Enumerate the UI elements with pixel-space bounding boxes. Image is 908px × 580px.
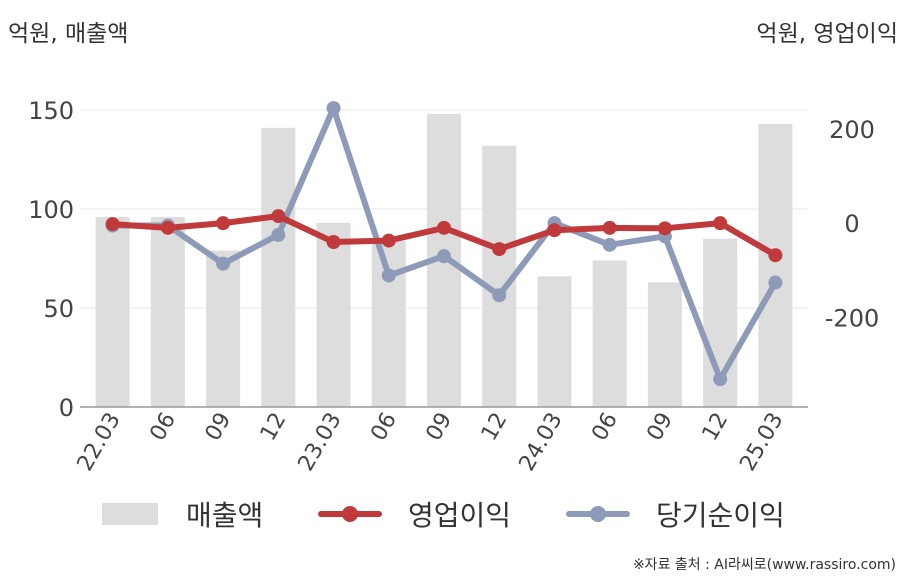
operating-income-point [657,221,672,236]
net-income-point [768,275,783,290]
legend-label-operating: 영업이익 [408,499,512,532]
net-income-point [271,227,286,242]
y-left-tick-label: 0 [59,394,74,422]
revenue-bar [758,123,793,408]
operating-income-point [437,220,451,235]
revenue-bar [537,276,572,407]
x-tick-label: 25.03 [735,409,788,476]
y-right-tick-label: 200 [829,116,875,144]
revenue-bar [371,240,406,407]
operating-income-point [326,235,341,249]
x-tick-label: 12 [698,409,734,446]
net-income-point [437,249,451,264]
revenue-bar [647,282,682,407]
revenue-bar [261,127,296,407]
operating-income-point [713,216,728,231]
left-axis-unit: 억원, 매출액 [8,21,129,47]
operating-income-point [160,220,175,235]
legend-operating-income: 영업이익 [318,494,511,534]
net-income-point [602,237,617,252]
revenue-bar [150,216,185,407]
x-tick-label: 06 [366,409,402,446]
x-tick-label: 22.03 [73,409,126,476]
net-income-point [381,268,396,283]
x-tick-label: 09 [642,409,678,446]
y-right-tick-label: 0 [844,210,859,238]
operating-income-point [381,233,396,248]
legend-label-net: 당기순이익 [656,499,785,532]
x-tick-label: 06 [145,409,181,446]
x-tick-label: 12 [477,409,513,446]
net-income-point [216,256,231,271]
y-left-tick-label: 100 [28,196,74,224]
revenue-bar [95,216,130,407]
y-left-tick-label: 50 [43,295,74,323]
y-left-tick-label: 150 [28,97,74,125]
operating-income-point [492,242,507,257]
legend-bar-swatch [102,503,158,525]
operating-income-point [105,217,120,232]
operating-income-point [216,216,231,231]
x-tick-label: 06 [587,409,623,446]
legend-net-income: 당기순이익 [566,494,785,534]
legend-line-swatch-operating [318,503,382,525]
revenue-bar [206,250,241,407]
right-axis-unit: 억원, 영업이익 [756,21,898,47]
net-income-point [492,288,507,303]
net-income-point [326,101,341,116]
operating-income-point [602,220,617,235]
x-tick-label: 09 [201,409,237,446]
x-tick-label: 24.03 [515,409,568,476]
operating-income-point [271,209,286,224]
x-tick-label: 23.03 [294,409,347,476]
revenue-bar [592,260,627,407]
revenue-bar [316,222,351,407]
operating-income-point [547,223,562,238]
source-note: ※자료 출처 : AI라씨로(www.rassiro.com) [632,557,896,573]
x-tick-label: 12 [256,409,292,446]
legend-line-swatch-net [566,503,630,525]
legend-revenue: 매출액 [102,494,263,534]
net-income-point [713,372,728,387]
operating-income-point [768,248,783,263]
x-tick-label: 09 [422,409,458,446]
y-right-tick-label: -200 [825,304,879,332]
legend-label-revenue: 매출액 [186,499,264,532]
